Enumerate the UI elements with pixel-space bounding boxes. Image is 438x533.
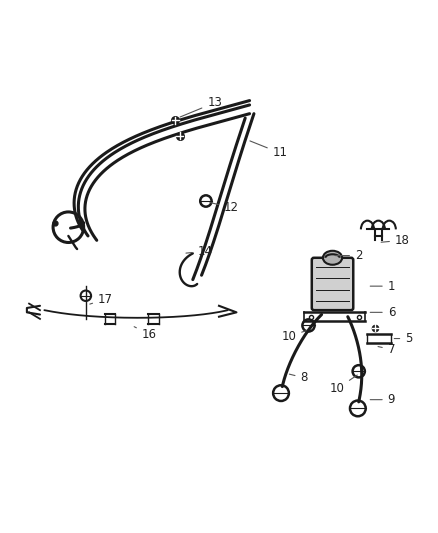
Text: 14: 14 xyxy=(186,245,212,258)
Text: 13: 13 xyxy=(180,96,222,117)
Text: 6: 6 xyxy=(370,306,395,319)
FancyBboxPatch shape xyxy=(312,258,353,310)
Text: 1: 1 xyxy=(370,280,395,293)
Text: 5: 5 xyxy=(394,332,413,345)
Text: 12: 12 xyxy=(210,201,239,214)
Text: 10: 10 xyxy=(282,330,306,343)
Text: 2: 2 xyxy=(336,249,363,262)
Text: 11: 11 xyxy=(250,141,288,159)
Ellipse shape xyxy=(323,251,342,265)
Text: 9: 9 xyxy=(370,393,395,406)
Text: 10: 10 xyxy=(329,375,357,395)
Text: 8: 8 xyxy=(290,372,308,384)
Text: 16: 16 xyxy=(134,327,157,341)
Text: 7: 7 xyxy=(378,343,395,356)
Text: 17: 17 xyxy=(90,293,113,306)
Text: 18: 18 xyxy=(381,234,410,247)
